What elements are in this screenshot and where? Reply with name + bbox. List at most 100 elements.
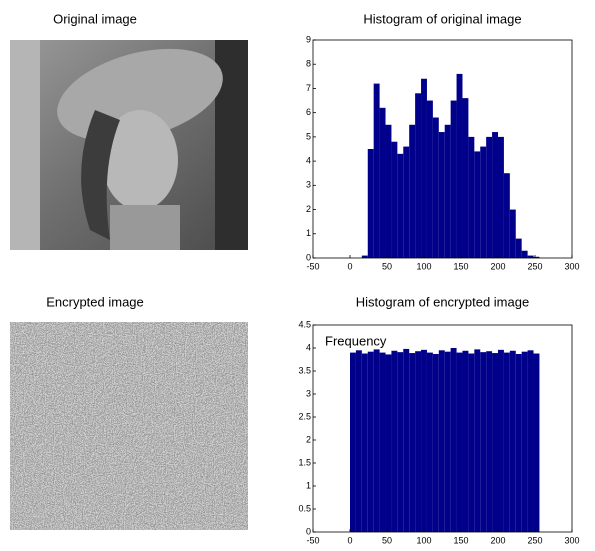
bar (468, 136, 475, 258)
y-tick-label: 7 (306, 83, 311, 93)
bar (456, 352, 463, 532)
y-tick-label: 1.5 (298, 457, 311, 467)
y-tick-label: 8 (306, 59, 311, 69)
image-title: Original image (53, 11, 137, 26)
bar (456, 73, 463, 259)
bar (438, 132, 445, 258)
axes-box (312, 39, 573, 259)
bar (480, 352, 487, 532)
y-tick-label: 3 (306, 180, 311, 190)
x-tick-label: 100 (416, 261, 431, 271)
x-tick-label: 300 (564, 261, 579, 271)
bar (391, 141, 398, 258)
x-tick-label: 200 (490, 535, 505, 545)
bar (421, 78, 427, 258)
y-tick-label: 2 (306, 204, 311, 214)
bar (450, 100, 457, 258)
chart-title: Histogram of original image (363, 11, 521, 26)
bar (515, 238, 522, 258)
x-tick-label: 0 (347, 535, 352, 545)
bar (503, 352, 510, 532)
y-tick-label: 6 (306, 107, 311, 117)
x-tick-label: -50 (306, 535, 319, 545)
original-image (10, 40, 248, 250)
bar (533, 256, 540, 258)
bar (403, 348, 410, 532)
bar (438, 350, 445, 532)
bar (409, 353, 416, 532)
bar (515, 353, 522, 532)
annotation: Frequency (325, 333, 387, 348)
x-tick-label: 300 (564, 535, 579, 545)
y-tick-label: 2 (306, 434, 311, 444)
bar (498, 349, 504, 532)
y-tick-label: 1 (306, 480, 311, 490)
bar (421, 349, 427, 532)
bar (509, 209, 516, 258)
bar (379, 352, 386, 532)
bar (350, 352, 356, 532)
bar (521, 351, 528, 532)
y-tick-label: 4 (306, 155, 311, 165)
x-tick-label: 150 (453, 535, 468, 545)
bar (361, 353, 368, 532)
y-tick-label: 0.5 (298, 503, 311, 513)
x-tick-label: -50 (306, 261, 319, 271)
bar (379, 107, 386, 258)
bar (397, 352, 404, 532)
bar (415, 93, 422, 259)
bar (480, 146, 487, 258)
y-tick-label: 3 (306, 388, 311, 398)
x-tick-label: 50 (382, 261, 392, 271)
x-tick-label: 50 (382, 535, 392, 545)
bar (367, 351, 374, 532)
bar (521, 250, 528, 258)
x-tick-label: 150 (453, 261, 468, 271)
bar (355, 350, 362, 532)
bar (373, 349, 380, 532)
bar (397, 153, 404, 258)
encrypted-image (10, 322, 248, 530)
bar (462, 350, 469, 532)
y-tick-label: 1 (306, 228, 311, 238)
bar (385, 124, 392, 259)
bar (432, 353, 439, 532)
bar (444, 124, 451, 259)
bar (361, 255, 368, 258)
bar (498, 136, 504, 258)
x-tick-label: 0 (347, 261, 352, 271)
image-title: Encrypted image (46, 294, 144, 309)
y-tick-label: 5 (306, 131, 311, 141)
axes-box (312, 324, 573, 533)
bar (426, 100, 433, 258)
bar (503, 173, 510, 258)
bar (450, 348, 457, 532)
bar (432, 117, 439, 258)
y-tick-label: 2.5 (298, 411, 311, 421)
bar (474, 349, 481, 532)
bar (409, 124, 416, 259)
x-tick-label: 200 (490, 261, 505, 271)
bar (462, 98, 469, 258)
bar (444, 351, 451, 532)
bar (533, 353, 540, 532)
bar (385, 354, 392, 532)
bar (509, 350, 516, 532)
y-tick-label: 4 (306, 342, 311, 352)
bar (486, 136, 493, 258)
chart-title: Histogram of encrypted image (356, 294, 529, 309)
bar (468, 353, 475, 532)
bar (492, 132, 498, 258)
y-tick-label: 9 (306, 34, 311, 44)
y-tick-label: 0 (306, 526, 311, 536)
x-tick-label: 250 (527, 261, 542, 271)
bar (373, 83, 380, 258)
bar (486, 351, 493, 532)
bar (527, 255, 534, 258)
bar (474, 151, 481, 258)
bar (527, 350, 534, 532)
bar (426, 352, 433, 532)
x-tick-label: 100 (416, 535, 431, 545)
bar (367, 149, 374, 258)
